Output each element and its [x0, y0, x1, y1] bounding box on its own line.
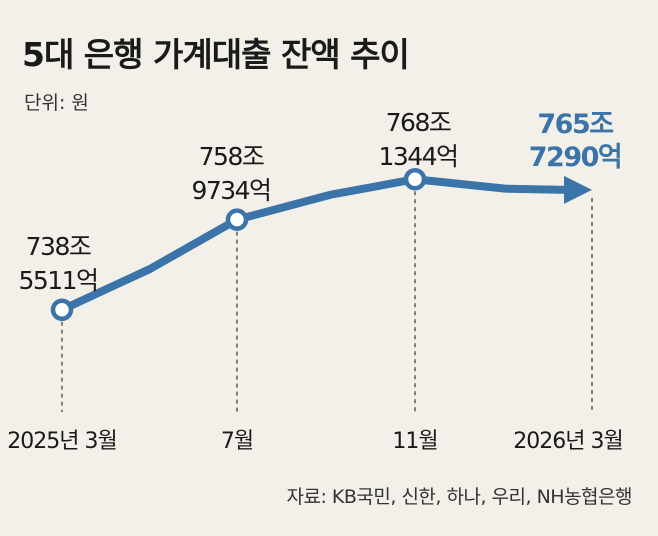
value-label: 738조 [26, 232, 91, 261]
x-tick-label: 2026년 3월 [513, 429, 622, 454]
value-label: 768조 [386, 108, 451, 137]
chart-title: 5대 은행 가계대출 잔액 추이 [22, 35, 410, 74]
data-point [50, 298, 74, 321]
value-label: 1344억 [378, 142, 457, 171]
data-point [403, 167, 427, 191]
unit-label: 단위: 원 [24, 92, 89, 114]
source-note: 자료: KB국민, 신한, 하나, 우리, NH농협은행 [286, 486, 633, 508]
value-label: 9734억 [191, 176, 270, 205]
series-line [58, 175, 570, 314]
value-label: 5511억 [18, 266, 97, 295]
x-tick-label: 2025년 3월 [7, 429, 116, 454]
value-label: 758조 [199, 142, 264, 171]
x-tick-label: 7월 [221, 429, 253, 454]
data-point [225, 208, 249, 231]
value-label: 765조 [537, 109, 613, 140]
x-tick-label: 11월 [392, 429, 437, 454]
value-label: 7290억 [529, 142, 622, 173]
trend-arrow-head [564, 175, 592, 204]
